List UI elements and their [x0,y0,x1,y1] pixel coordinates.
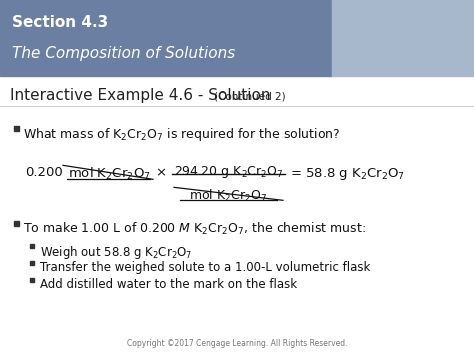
Bar [30,261,34,265]
Text: mol K$_2$Cr$_2$O$_7$: mol K$_2$Cr$_2$O$_7$ [68,166,151,182]
Bar [0,0,332,76]
Text: Weigh out 58.8 g K$_2$Cr$_2$O$_7$: Weigh out 58.8 g K$_2$Cr$_2$O$_7$ [40,244,192,261]
Text: To make 1.00 L of 0.200 $\mathit{M}$ K$_2$Cr$_2$O$_7$, the chemist must:: To make 1.00 L of 0.200 $\mathit{M}$ K$_… [23,221,366,237]
Text: Transfer the weighed solute to a 1.00-L volumetric flask: Transfer the weighed solute to a 1.00-L … [40,261,370,274]
Bar [332,0,474,76]
Bar [14,126,19,131]
Bar [14,221,19,226]
Bar [30,278,34,282]
Text: Interactive Example 4.6 - Solution: Interactive Example 4.6 - Solution [10,88,271,103]
Text: 294.20 g K$_2$Cr$_2$O$_7$: 294.20 g K$_2$Cr$_2$O$_7$ [173,164,283,180]
Text: 0.200: 0.200 [25,166,63,179]
Text: = 58.8 g K$_2$Cr$_2$O$_7$: = 58.8 g K$_2$Cr$_2$O$_7$ [290,166,405,182]
Text: $\times$: $\times$ [155,166,166,179]
Text: What mass of K$_2$Cr$_2$O$_7$ is required for the solution?: What mass of K$_2$Cr$_2$O$_7$ is require… [23,126,340,143]
Text: (Continued 2): (Continued 2) [214,91,286,101]
Text: Add distilled water to the mark on the flask: Add distilled water to the mark on the f… [40,278,297,291]
Text: Section 4.3: Section 4.3 [12,15,108,30]
Text: Copyright ©2017 Cengage Learning. All Rights Reserved.: Copyright ©2017 Cengage Learning. All Ri… [127,339,347,348]
Text: The Composition of Solutions: The Composition of Solutions [12,46,235,61]
Bar [30,244,34,248]
Text: mol K$_2$Cr$_2$O$_7$: mol K$_2$Cr$_2$O$_7$ [190,188,268,204]
